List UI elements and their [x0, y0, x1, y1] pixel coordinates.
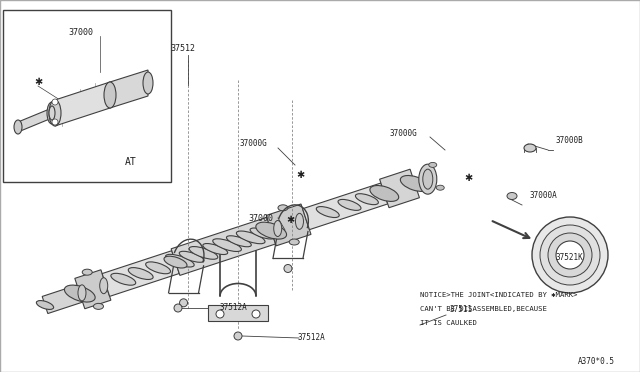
Ellipse shape [166, 254, 194, 267]
Ellipse shape [289, 239, 300, 245]
Ellipse shape [93, 304, 104, 310]
Ellipse shape [49, 106, 55, 120]
Text: 37000G: 37000G [240, 138, 268, 148]
Ellipse shape [423, 169, 433, 189]
Text: 37512A: 37512A [298, 334, 326, 343]
Ellipse shape [374, 188, 395, 199]
Text: IT IS CAULKED: IT IS CAULKED [420, 320, 477, 326]
Polygon shape [266, 204, 311, 246]
Ellipse shape [212, 239, 241, 251]
Text: ✱: ✱ [296, 170, 304, 180]
Text: A370*0.5: A370*0.5 [578, 357, 615, 366]
Ellipse shape [429, 163, 436, 167]
Ellipse shape [128, 267, 153, 279]
Ellipse shape [296, 214, 303, 230]
Ellipse shape [78, 285, 86, 301]
Circle shape [548, 233, 592, 277]
Ellipse shape [338, 199, 361, 211]
Text: 37512: 37512 [170, 44, 195, 52]
Ellipse shape [274, 221, 282, 237]
Ellipse shape [65, 285, 95, 302]
Circle shape [532, 217, 608, 293]
Circle shape [174, 304, 182, 312]
Text: 37521K: 37521K [555, 253, 583, 263]
Ellipse shape [100, 278, 108, 294]
Ellipse shape [203, 244, 228, 254]
Polygon shape [303, 183, 388, 230]
Ellipse shape [436, 185, 444, 190]
Circle shape [216, 310, 224, 318]
Text: ✱: ✱ [286, 215, 294, 225]
Text: 37000: 37000 [68, 28, 93, 36]
Ellipse shape [256, 222, 287, 239]
Text: NOTICE>THE JOINT<INDICATED BY ✱MARK>: NOTICE>THE JOINT<INDICATED BY ✱MARK> [420, 292, 577, 298]
Ellipse shape [316, 206, 339, 218]
Polygon shape [75, 270, 111, 309]
Ellipse shape [355, 194, 378, 205]
Text: 37000: 37000 [248, 214, 273, 222]
Text: ✱: ✱ [464, 173, 472, 183]
Polygon shape [110, 70, 148, 108]
Text: 37000G: 37000G [390, 128, 418, 138]
Text: 37000B: 37000B [555, 135, 583, 144]
Ellipse shape [143, 72, 153, 94]
Text: ✱: ✱ [34, 77, 42, 87]
Ellipse shape [111, 273, 136, 285]
Circle shape [284, 264, 292, 272]
Circle shape [556, 241, 584, 269]
Polygon shape [171, 217, 276, 275]
Text: 37512A: 37512A [220, 304, 248, 312]
Ellipse shape [36, 301, 54, 310]
Text: CAN'T BE DISASSEMBLED,BECAUSE: CAN'T BE DISASSEMBLED,BECAUSE [420, 306, 547, 312]
Circle shape [540, 225, 600, 285]
Circle shape [52, 99, 58, 105]
Polygon shape [18, 108, 52, 132]
Ellipse shape [227, 236, 252, 247]
Ellipse shape [507, 192, 517, 199]
Circle shape [180, 299, 188, 307]
Ellipse shape [164, 256, 187, 268]
Circle shape [234, 332, 242, 340]
Ellipse shape [401, 176, 429, 191]
Ellipse shape [370, 186, 399, 201]
Circle shape [52, 119, 58, 125]
Text: AT: AT [125, 157, 137, 167]
Ellipse shape [189, 247, 218, 259]
Polygon shape [42, 285, 83, 314]
Text: 37511: 37511 [450, 305, 473, 314]
Ellipse shape [179, 251, 204, 262]
Text: 37000A: 37000A [530, 190, 557, 199]
Ellipse shape [49, 100, 61, 126]
Ellipse shape [47, 102, 57, 124]
Bar [208, 305, 268, 321]
Ellipse shape [278, 205, 288, 211]
Ellipse shape [146, 262, 170, 274]
Ellipse shape [524, 144, 536, 152]
Ellipse shape [14, 120, 22, 134]
Ellipse shape [104, 82, 116, 108]
Ellipse shape [419, 164, 437, 194]
Ellipse shape [82, 269, 92, 275]
Circle shape [252, 310, 260, 318]
Ellipse shape [250, 228, 275, 239]
Polygon shape [55, 82, 110, 126]
Polygon shape [380, 169, 419, 208]
Bar [3, 10, 171, 182]
Polygon shape [102, 251, 179, 296]
Ellipse shape [236, 231, 265, 244]
